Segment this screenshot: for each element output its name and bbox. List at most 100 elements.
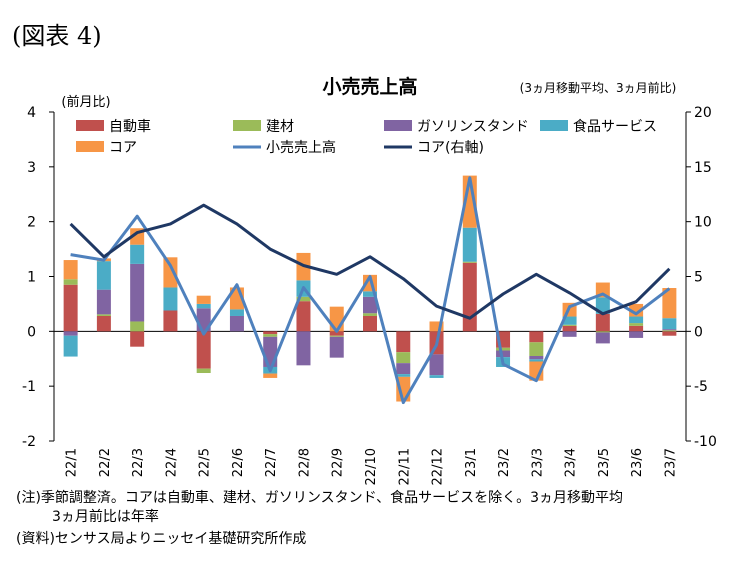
bar-segment <box>229 309 244 316</box>
legend-label: コア(右軸) <box>417 140 484 156</box>
bar-segment <box>462 262 477 332</box>
x-tick-label: 22/7 <box>264 448 279 477</box>
bar-segment <box>296 301 311 332</box>
legend-swatch <box>540 120 568 131</box>
left-axis-label: (前月比) <box>61 94 110 110</box>
bar-segment <box>130 244 145 264</box>
x-tick-label: 22/1 <box>65 448 80 477</box>
retail-sales-line <box>70 176 671 405</box>
bar-segment <box>63 335 78 357</box>
right-tick-label: -5 <box>694 379 708 395</box>
bar-segment <box>329 306 344 332</box>
bar-segment <box>96 314 111 316</box>
bar-segment <box>196 368 211 374</box>
x-tick-label: 22/8 <box>297 448 312 477</box>
legend-label: 自動車 <box>109 118 151 135</box>
bar-segment <box>529 342 544 357</box>
left-tick-label: -2 <box>22 434 36 450</box>
bar-segment <box>363 315 377 332</box>
bar-segment <box>296 331 311 366</box>
legend-label: コア <box>109 140 137 156</box>
bar-segment <box>130 321 145 332</box>
bar-segment <box>396 331 411 353</box>
bar-segment <box>296 296 311 302</box>
bar-segment <box>462 261 477 263</box>
right-tick-label: 20 <box>694 105 712 121</box>
bar-segment <box>163 257 178 288</box>
bar-segment <box>363 313 377 316</box>
bar-segment <box>196 295 211 304</box>
bar-segment <box>363 296 377 314</box>
right-tick-label: 5 <box>694 270 703 286</box>
core-line <box>69 203 671 320</box>
note-line: (注)季節調整済。コアは自動車、建材、ガソリンスタンド、食品サービスを除く。3ヵ… <box>16 490 623 506</box>
x-tick-label: 23/6 <box>630 448 645 477</box>
left-tick-label: 1 <box>27 270 36 286</box>
bar-segment <box>63 331 78 336</box>
x-tick-label: 22/5 <box>198 448 213 477</box>
bar-segment <box>595 297 610 314</box>
bar-segment <box>662 330 677 332</box>
left-tick-label: 2 <box>27 215 36 231</box>
bar-segment <box>562 316 577 325</box>
legend-label: ガソリンスタンド <box>417 119 529 135</box>
bar-segment <box>462 227 477 262</box>
bar-segment <box>429 354 444 376</box>
bar-segment <box>396 363 411 375</box>
chart-subtitle: (3ヵ月移動平均、3ヵ月前比) <box>520 80 677 95</box>
right-tick-label: 0 <box>694 324 703 340</box>
bar-segment <box>63 284 78 332</box>
x-tick-label: 22/4 <box>164 448 179 477</box>
legend-label: 食品サービス <box>573 118 657 135</box>
bar-segment <box>662 331 677 336</box>
legend-swatch <box>384 120 412 131</box>
x-tick-label: 22/10 <box>364 448 379 485</box>
bar-segment <box>130 331 145 347</box>
bar-segment <box>429 375 444 378</box>
bar-segment <box>96 289 111 315</box>
bar-segment <box>629 325 644 332</box>
bar-segment <box>329 336 344 358</box>
left-tick-label: 4 <box>27 105 36 121</box>
x-tick-label: 23/2 <box>497 448 512 477</box>
legend-label: 小売売上高 <box>266 139 336 156</box>
x-tick-label: 22/2 <box>98 448 113 477</box>
bar-segment <box>662 318 677 330</box>
bar-segment <box>662 288 677 319</box>
bar-segment <box>595 331 610 333</box>
legend-swatch <box>233 120 261 131</box>
left-tick-label: 0 <box>27 324 36 340</box>
legend-swatch <box>76 120 104 131</box>
bar-segment <box>595 282 610 298</box>
bar-segment <box>529 359 544 362</box>
bar-segment <box>562 324 577 326</box>
bar-segment <box>529 356 544 360</box>
bar-segment <box>263 334 278 337</box>
x-tick-label: 22/9 <box>331 448 346 477</box>
bar-segment <box>629 331 644 338</box>
bar-segment <box>529 331 544 343</box>
bar-segment <box>562 331 577 337</box>
bar-segment <box>263 373 278 378</box>
x-tick-label: 22/6 <box>231 448 246 477</box>
bar-segment <box>63 260 78 280</box>
right-tick-label: -10 <box>694 434 717 450</box>
bar-segment <box>496 350 511 358</box>
bar-segment <box>196 303 211 309</box>
bar-segment <box>329 331 344 336</box>
bar-segment <box>130 263 145 322</box>
note-line: 3ヵ月前比は年率 <box>52 509 159 525</box>
x-tick-label: 23/1 <box>464 448 479 477</box>
bar-segment <box>429 321 444 332</box>
figure-label: (図表 4) <box>12 22 102 50</box>
bar-segment <box>363 291 377 297</box>
bar-segment <box>96 315 111 332</box>
x-tick-label: 23/3 <box>530 448 545 477</box>
bar-segment <box>196 331 211 369</box>
x-tick-label: 22/12 <box>431 448 446 485</box>
legend-swatch <box>76 141 104 152</box>
x-tick-label: 22/3 <box>131 448 146 477</box>
